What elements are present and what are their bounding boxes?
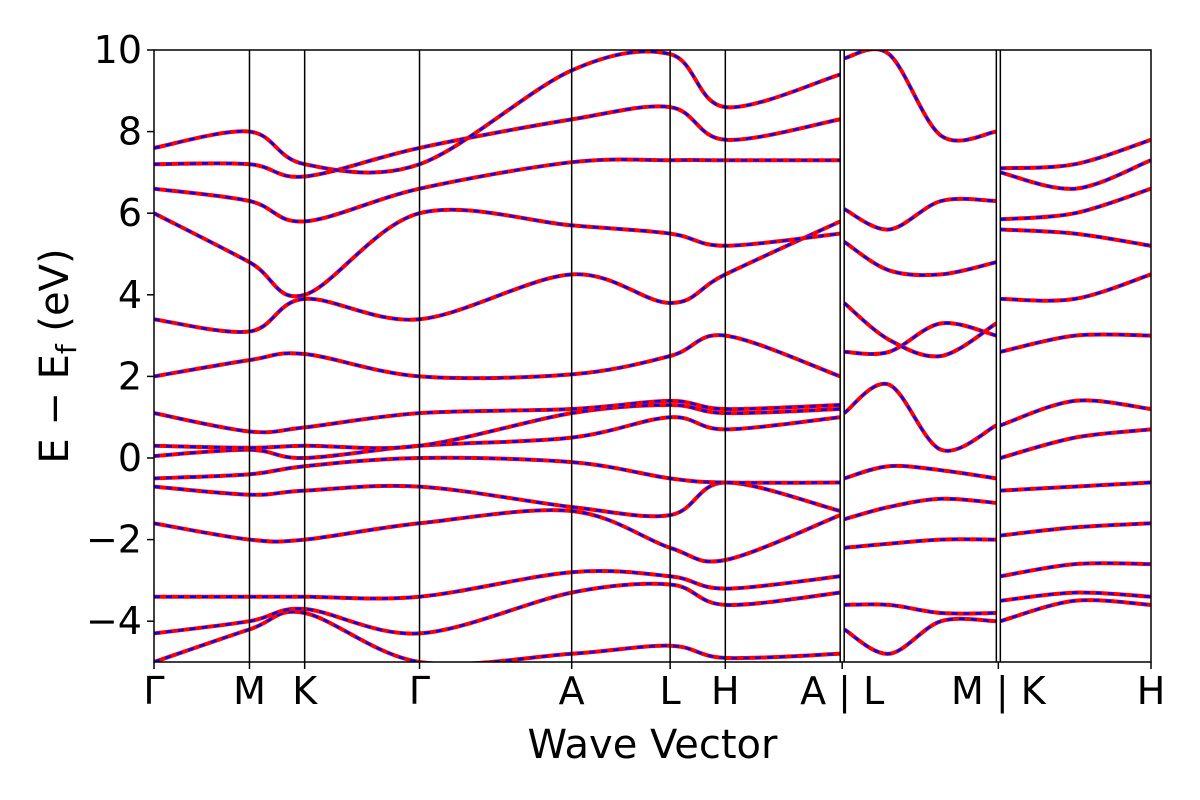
band-line-dashed [154,105,841,179]
band-line-dashed [1000,187,1151,221]
y-axis-label-subscript: f [50,343,83,354]
x-tick-label: M [233,669,266,713]
y-tick-label: −4 [86,599,142,643]
y-tick-label: 2 [118,354,142,398]
band-line-dashed [843,497,997,521]
band-line-dashed [154,456,841,485]
band-line-solid [1000,521,1151,538]
band-line-solid [1000,227,1151,248]
band-line-solid [1000,186,1151,222]
band-line-solid [1000,272,1151,303]
band-line-dashed [1000,228,1151,248]
band-line-solid [999,427,1151,460]
band-line-dashed [843,240,997,277]
band-line-dashed [1000,481,1151,492]
band-line-solid [154,455,841,485]
band-line-dashed [1000,333,1151,354]
high-symmetry-lines [248,50,1002,662]
band-line-dashed [999,399,1151,427]
band-line-dashed [154,158,841,223]
x-tick-label: H [1137,669,1166,713]
x-tick-label: K [292,669,318,713]
y-axis-label-main: E − E [32,354,78,464]
y-axis-label: E − Ef (eV) [32,248,83,463]
plot-frame [153,49,1152,663]
band-line-dashed [843,302,997,358]
band-line-dashed [843,617,997,656]
band-line-solid [154,508,841,564]
x-tick-label: A | L [800,669,884,714]
band-line-dashed [999,428,1151,460]
band-line-solid [154,207,841,299]
band-line-solid [154,609,841,662]
x-tick-label: A [559,669,585,713]
band-line-solid [844,537,997,550]
band-line-solid [999,332,1151,354]
y-tick-label: 4 [118,273,142,317]
band-line-solid [154,480,841,519]
band-line-dashed [154,220,841,334]
band-line-solid [843,616,997,656]
x-tick-label: Γ [143,669,164,713]
y-tick-label: −2 [86,518,142,562]
y-tick-label: 10 [94,28,142,72]
band-line-dashed [154,50,841,174]
y-tick-label: 8 [118,110,142,154]
band-line-solid [154,50,841,175]
band-line-solid [154,569,841,601]
band-line-solid [843,496,997,522]
band-line-solid [154,333,841,381]
bands-layer [154,50,1151,662]
band-line-solid [154,415,841,461]
band-line-solid [842,381,998,453]
band-line-solid [154,402,841,451]
x-tick-label: L [660,669,681,713]
band-line-dashed [844,321,997,356]
band-line-solid [999,598,1151,624]
band-line-dashed [1000,159,1151,191]
x-tick-label: Γ [409,669,430,713]
x-tick-label: M | K [951,669,1047,714]
band-line-solid [843,463,997,481]
y-axis-label-unit: (eV) [32,248,78,344]
band-line-solid [154,398,841,435]
band-line-dashed [1000,273,1151,302]
band-line-solid [154,219,842,335]
band-line-dashed [154,208,841,298]
band-line-dashed [154,481,841,518]
band-line-dashed [843,50,997,142]
band-line-solid [843,196,997,232]
y-axis-ticks: 10 8 6 4 2 0 −2 −4 [86,28,154,643]
x-tick-label: H [711,669,740,713]
band-line-dashed [843,382,997,453]
band-line-dashed [1000,138,1151,170]
band-line-dashed [1000,591,1151,603]
band-line-dashed [999,598,1151,623]
x-axis-label: Wave Vector [528,722,779,768]
band-line-dashed [1000,561,1151,578]
band-line-dashed [154,508,841,563]
band-line-solid [844,602,997,616]
band-line-dashed [1000,522,1151,537]
band-line-dashed [154,333,841,380]
band-line-dashed [154,582,841,635]
y-tick-label: 6 [118,191,142,235]
y-tick-label: 0 [118,436,142,480]
band-line-solid [843,50,997,143]
